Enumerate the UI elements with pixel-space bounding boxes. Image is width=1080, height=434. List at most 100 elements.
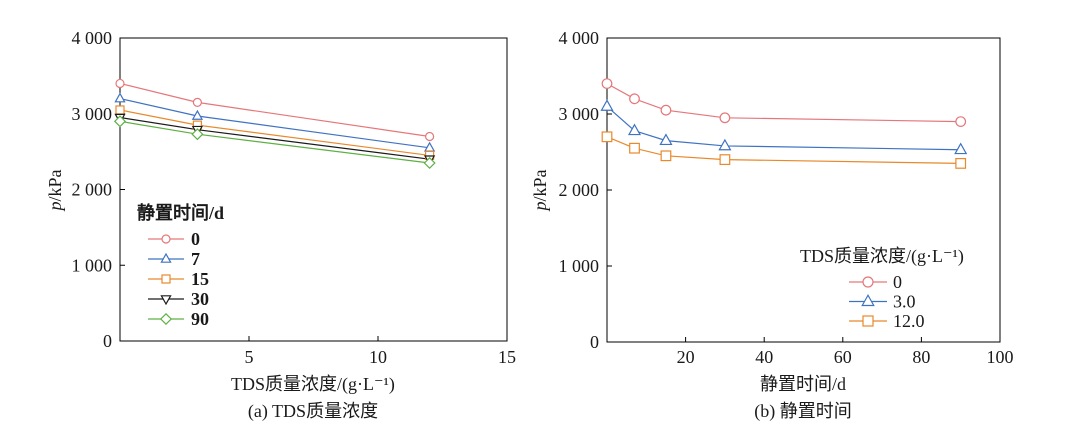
series-line-15 [119,109,430,157]
legend-entry: 7 [148,249,200,269]
data-point [601,78,613,89]
legend-title: TDS质量浓度/(g·L⁻¹) [800,246,964,267]
x-axis-label: TDS质量浓度/(g·L⁻¹) [231,374,395,395]
x-axis-ticks: 5 10 15 [245,336,516,367]
legend-marker-square [161,274,171,284]
legend: TDS质量浓度/(g·L⁻¹) 03.012.0 [800,246,964,331]
y-axis-ticks: 0 1 000 2 000 3 000 4 000 [72,28,125,351]
y-tick-label: 3 000 [72,104,113,124]
data-point [719,112,731,124]
series-line-3-0 [606,105,961,151]
data-point [425,131,435,142]
legend-marker-square [862,315,874,327]
data-point [955,116,967,127]
panel-caption: (a) TDS质量浓度 [248,401,378,422]
x-axis-ticks: 20 40 60 80 100 [677,337,1014,367]
data-point [423,156,436,170]
x-axis-label: 静置时间/d [760,374,846,394]
legend-label: 30 [191,289,209,309]
data-point [660,104,672,116]
legend-marker-triangle-up [861,294,875,307]
y-tick-label: 1 000 [559,256,600,276]
legend-label: 15 [191,269,209,289]
series-line-0 [606,83,961,123]
series-group [113,78,436,170]
legend-label: 0 [191,229,200,249]
x-tick-label: 15 [498,347,516,367]
data-point [115,78,125,89]
legend-entry: 30 [148,289,209,309]
plot-frame [119,37,508,342]
data-point [719,154,731,166]
x-tick-label: 80 [912,347,930,367]
legend-label: 0 [893,272,902,292]
data-point [955,158,967,169]
data-point [660,150,672,162]
series-line-12-0 [606,136,961,164]
series-points-90 [113,115,436,170]
legend-label: 3.0 [893,292,916,312]
x-tick-label: 20 [677,347,695,367]
legend-entry: 3.0 [849,292,916,312]
series-line-7 [119,98,430,149]
x-tick-label: 40 [755,347,773,367]
x-tick-label: 100 [987,347,1014,367]
x-tick-label: 60 [834,347,852,367]
legend-entry: 0 [849,272,902,292]
legend-label: 7 [191,249,200,269]
series-line-90 [119,120,430,164]
legend-entry: 12.0 [849,311,925,331]
legend-marker-diamond [159,312,173,326]
series-group [600,78,968,169]
y-tick-label: 0 [590,332,599,352]
series-points-12-0 [601,131,967,169]
y-tick-label: 0 [103,331,112,351]
y-axis-label-unit: /kPa [530,169,550,201]
data-point [191,128,204,141]
data-point [114,92,126,103]
legend-entry: 0 [148,229,200,249]
y-axis-label: p/kPa [530,169,550,212]
legend-title: 静置时间/d [137,202,224,223]
y-tick-label: 4 000 [559,28,600,48]
y-tick-label: 1 000 [72,255,113,275]
y-axis-label-unit: /kPa [45,169,65,201]
series-points-3-0 [600,99,968,155]
y-tick-label: 2 000 [559,180,600,200]
data-point [113,115,127,128]
legend-label: 90 [191,309,209,329]
legend-label: 12.0 [893,311,925,331]
series-line-30 [119,116,430,160]
legend-entry: 90 [148,309,209,329]
data-point [629,93,640,105]
legend-marker-triangle-up [160,252,172,263]
legend-marker-triangle-down [160,295,172,306]
panel-caption: (b) 静置时间 [754,401,852,422]
chart-panel-a: 0 1 000 2 000 3 000 4 000 5 10 15 TDS质量浓度/(g·L⁻¹… [45,28,516,422]
data-point [600,99,614,111]
y-axis-label: p/kPa [45,169,65,212]
data-point [192,97,202,107]
data-point [659,133,673,146]
y-axis-ticks: 0 1 000 2 000 3 000 4 000 [559,28,612,352]
series-points-7 [114,92,436,152]
chart-panel-b: 0 1 000 2 000 3 000 4 000 20 40 60 80 100 静置时间/d p/… [530,28,1014,422]
legend-marker-circle [161,234,171,244]
series-points-0 [115,78,435,142]
data-point [629,142,640,154]
data-point [601,131,613,143]
y-tick-label: 2 000 [72,180,113,200]
data-point [718,138,732,151]
data-point [115,105,125,115]
y-axis-label-symbol: p [45,202,65,213]
x-tick-label: 10 [369,347,387,367]
y-tick-label: 3 000 [559,104,600,124]
y-axis-label-symbol: p [530,202,550,213]
y-tick-label: 4 000 [72,28,113,48]
data-point [627,123,642,136]
legend-entry: 15 [148,269,209,289]
data-point [191,109,204,120]
x-tick-label: 5 [245,347,254,367]
